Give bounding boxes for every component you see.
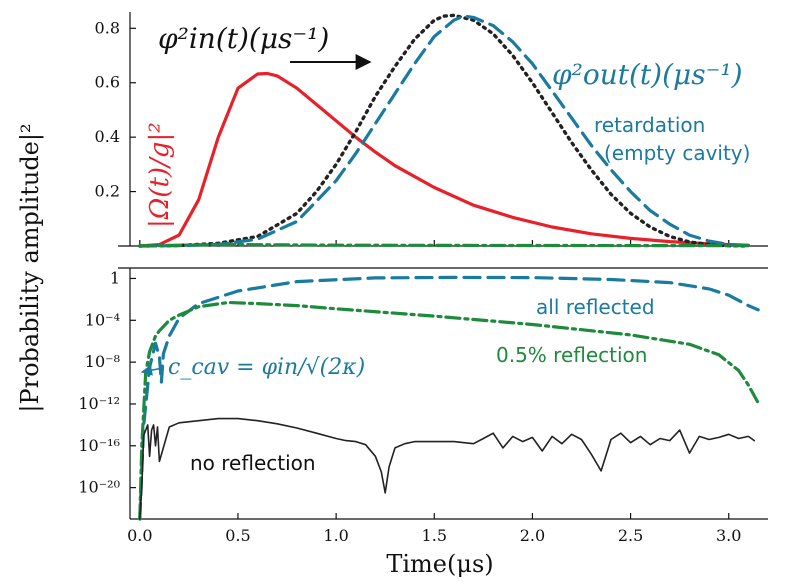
bottom-x-tick-label: 1.5 <box>422 526 447 545</box>
series-no-reflection-line <box>139 417 756 520</box>
bottom-y-tick-label: 10⁻²⁰ <box>78 478 120 497</box>
top-y-tick-label: 0.4 <box>95 127 120 146</box>
bottom-x-tick-label: 1.0 <box>323 526 348 545</box>
phi-in-label: φ²in(t)(μs⁻¹) <box>158 22 329 55</box>
series-in-t-s-line <box>138 13 751 248</box>
top-y-tick-label: 0.2 <box>95 182 120 201</box>
series-all-reflected-line <box>138 275 760 521</box>
top-y-tick-label: 0.6 <box>95 73 120 92</box>
top-y-tick-label: 0.8 <box>95 18 120 37</box>
bottom-x-tick-label: 2.5 <box>618 526 643 545</box>
y-axis-label: |Probability amplitude|² <box>16 123 45 412</box>
series-t-g-line <box>138 71 751 248</box>
bottom-series-group <box>138 275 760 521</box>
bottom-x-tick-label: 0.5 <box>225 526 250 545</box>
no-reflection-label: no reflection <box>190 451 316 475</box>
bottom-y-tick-label: 10⁻¹² <box>78 394 120 413</box>
retardation-label-line2: (empty cavity) <box>604 141 750 165</box>
bottom-y-tick-label: 10⁻⁴ <box>85 310 120 329</box>
bottom-x-tick-label: 2.0 <box>520 526 545 545</box>
all-reflected-label: all reflected <box>536 295 655 319</box>
ccav-arrow <box>140 364 164 376</box>
ccav-label: c_cav = φin/√(2κ) <box>168 355 365 380</box>
bottom-x-tick-label: 0.0 <box>127 526 152 545</box>
bottom-y-tick-label: 10⁻⁸ <box>85 352 120 371</box>
bottom-x-tick-label: 3.0 <box>716 526 741 545</box>
omega-label: |Ω(t)/g|² <box>145 122 175 228</box>
bottom-y-tick-label: 10⁻¹⁶ <box>78 436 120 455</box>
series-0-5-reflection-line <box>138 300 760 521</box>
top-panel: 0.2 0.4 0.6 0.8 <box>95 12 768 248</box>
bottom-x-ticks: 0.0 0.5 1.0 1.5 2.0 2.5 3.0 <box>127 513 741 545</box>
bottom-y-tick-label: 1 <box>110 268 120 287</box>
phi-out-label: φ²out(t)(μs⁻¹) <box>552 58 743 91</box>
retardation-label-line1: retardation <box>594 113 705 137</box>
top-series-group <box>138 13 751 248</box>
x-axis-label: Time(μs) <box>386 550 493 578</box>
bottom-panel: 1 10⁻⁴ 10⁻⁸ 10⁻¹² 10⁻¹⁶ 10⁻²⁰ 0.0 0.5 1.0 1.5 2.0… <box>78 267 768 545</box>
series-reflection-trace-line <box>138 243 751 248</box>
series-out-t-s-line <box>138 14 751 248</box>
bottom-y-ticks: 1 10⁻⁴ 10⁻⁸ 10⁻¹² 10⁻¹⁶ 10⁻²⁰ <box>78 268 136 497</box>
top-y-ticks: 0.2 0.4 0.6 0.8 <box>95 18 136 201</box>
reflection-label: 0.5% reflection <box>496 343 647 367</box>
